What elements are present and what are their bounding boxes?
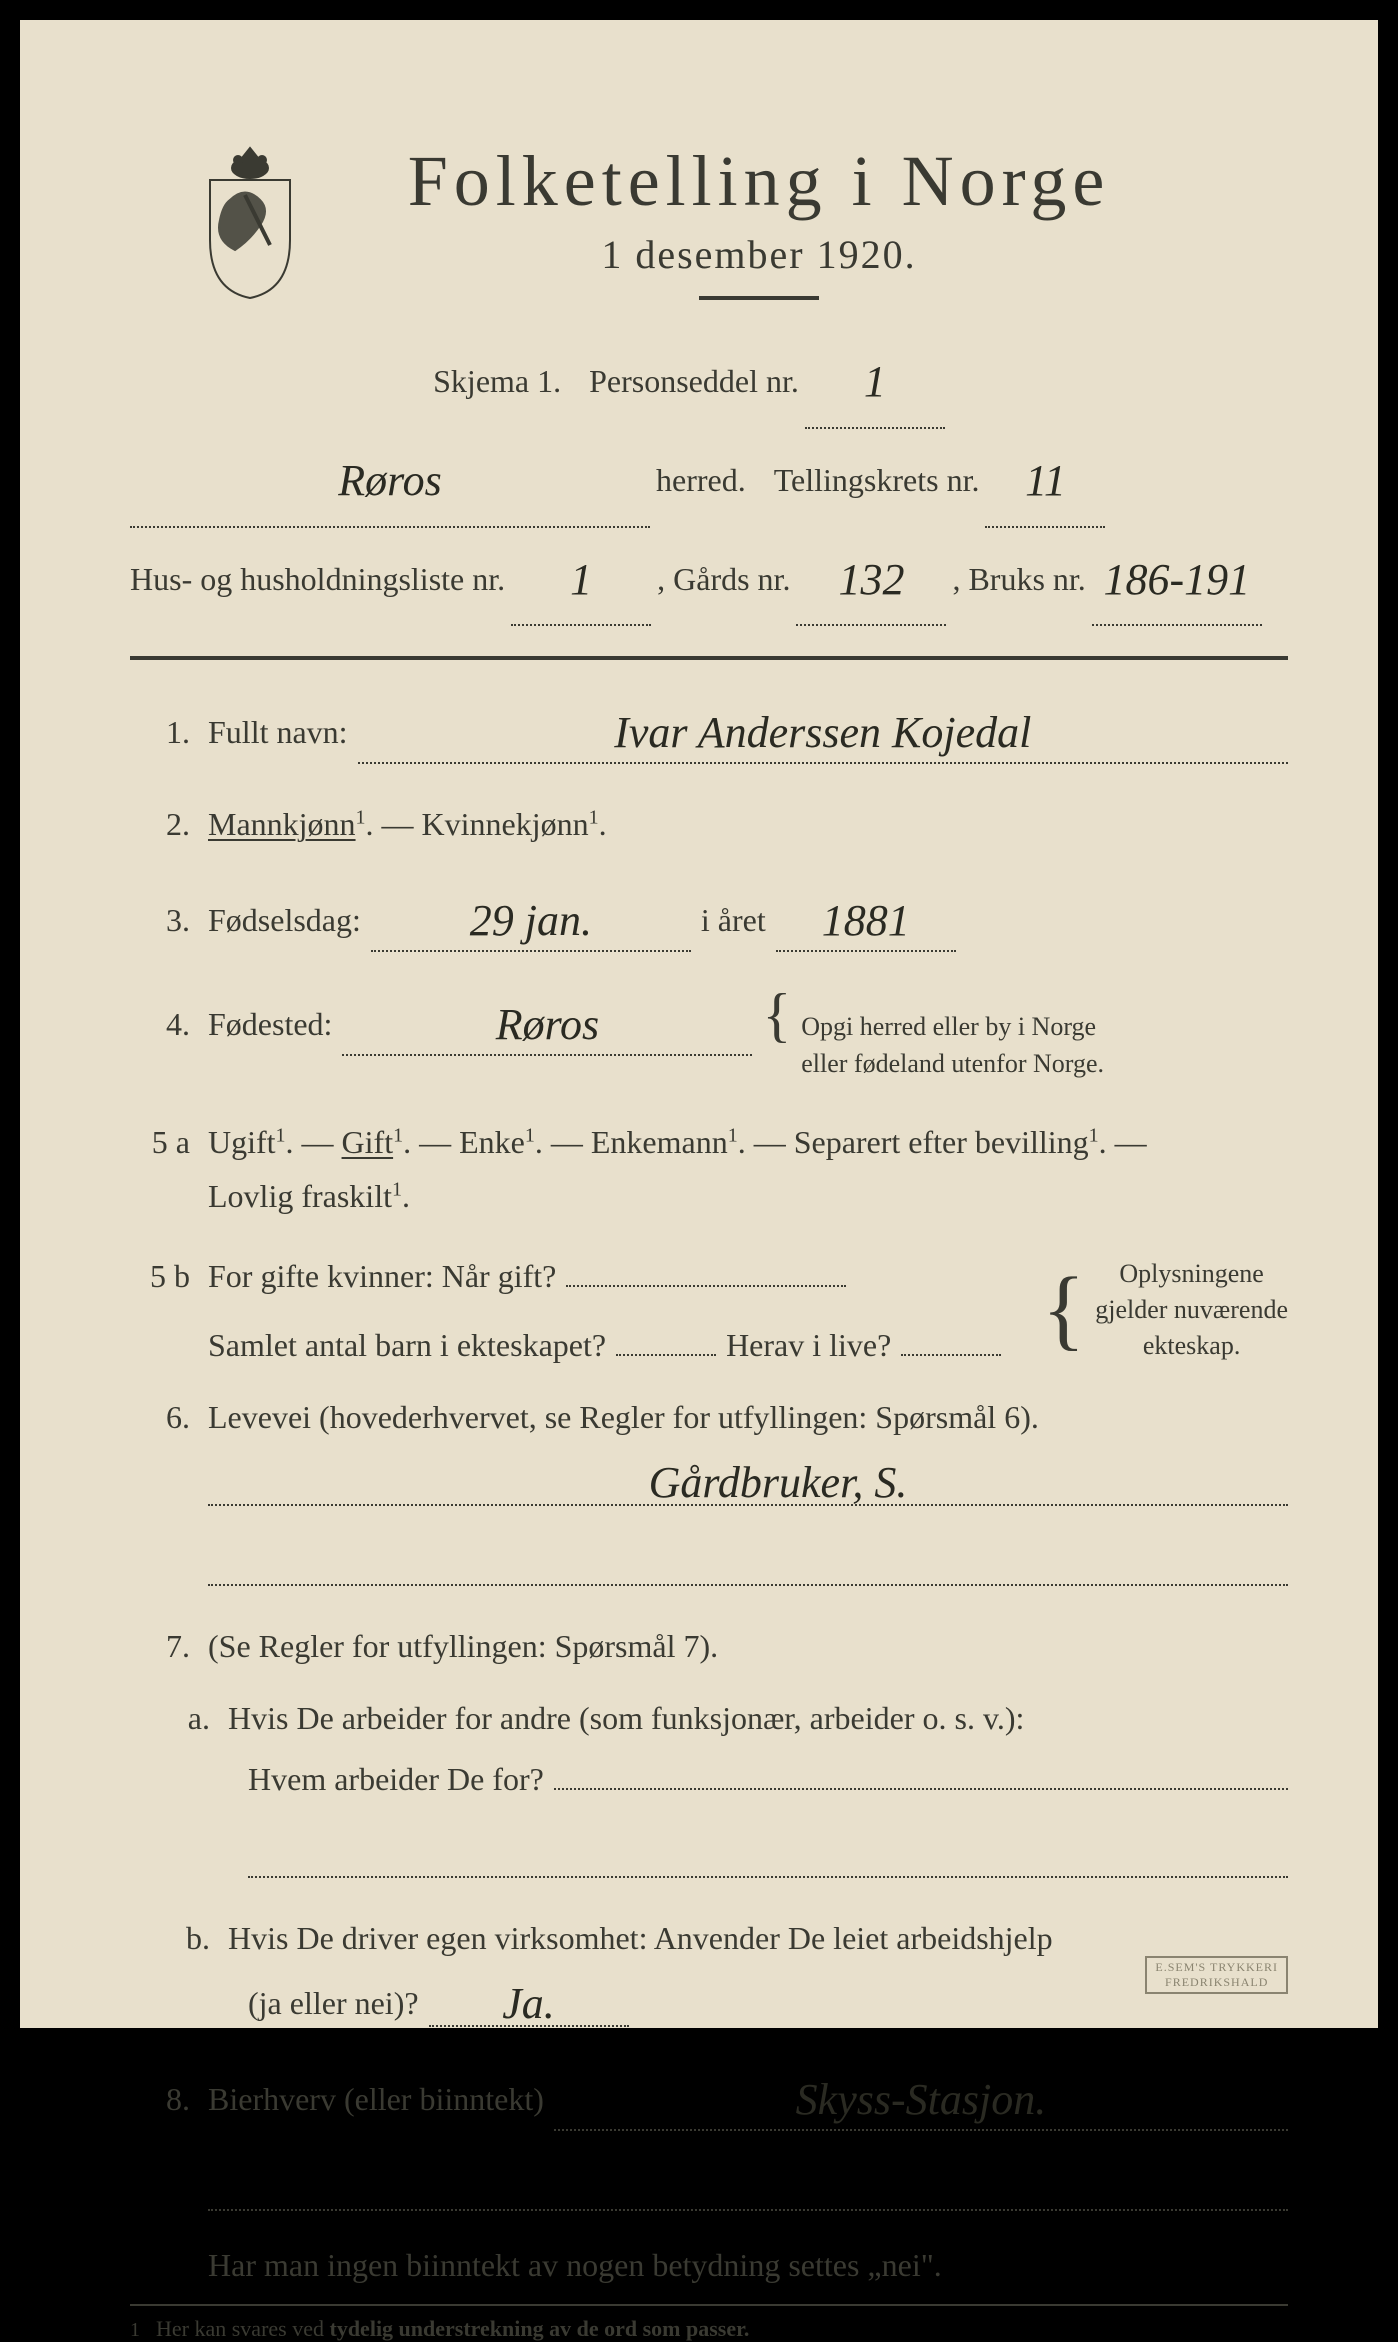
- bruks-label: , Bruks nr.: [952, 544, 1085, 614]
- q5a-separert: Separert efter bevilling: [794, 1124, 1089, 1160]
- q3-year-label: i året: [701, 896, 766, 944]
- herred-value: Røros: [338, 456, 442, 505]
- tellingskrets-nr: 11: [1025, 456, 1066, 505]
- meta-block: Skjema 1. Personseddel nr. 1 Røros herre…: [130, 330, 1288, 626]
- main-title: Folketelling i Norge: [350, 140, 1168, 223]
- q2-row: 2. Mannkjønn1. — Kvinnekjønn1.: [130, 800, 1288, 848]
- q7a-l1: Hvis De arbeider for andre (som funksjon…: [228, 1700, 1024, 1736]
- q5a-enkemann: Enkemann: [591, 1124, 728, 1160]
- q8-value: Skyss-Stasjon.: [796, 2075, 1047, 2124]
- q5b-note: Oplysningene gjelder nuværende ekteskap.: [1095, 1256, 1288, 1365]
- bruks-nr: 186-191: [1103, 555, 1250, 604]
- q5a-row: 5 a Ugift1. — Gift1. — Enke1. — Enkemann…: [130, 1118, 1288, 1166]
- header: Folketelling i Norge 1 desember 1920.: [130, 140, 1288, 300]
- q4-note: Opgi herred eller by i Norge eller fødel…: [801, 1009, 1104, 1082]
- q5b-l2b: Herav i live?: [726, 1321, 891, 1369]
- personseddel-nr: 1: [864, 357, 886, 406]
- husliste-nr: 1: [570, 555, 592, 604]
- title-rule: [699, 296, 819, 300]
- q7b-l2: (ja eller nei)?: [248, 1985, 419, 2022]
- q7-label: (Se Regler for utfyllingen: Spørsmål 7).: [208, 1628, 718, 1664]
- footnote-rule: [130, 2304, 1288, 2306]
- q1-label: Fullt navn:: [208, 708, 348, 756]
- q7b-l1: Hvis De driver egen virksomhet: Anvender…: [228, 1920, 1053, 1956]
- q5a-enke: Enke: [459, 1124, 525, 1160]
- q3-row: 3. Fødselsdag: 29 jan. i året 1881: [130, 884, 1288, 952]
- q7a-line2: Hvem arbeider De for?: [248, 1754, 1288, 1798]
- q8-blank: [208, 2167, 1288, 2211]
- q6-blank-line: [208, 1542, 1288, 1586]
- q6-label: Levevei (hovederhvervet, se Regler for u…: [208, 1399, 1039, 1435]
- q8-label: Bierhverv (eller biinntekt): [208, 2075, 544, 2123]
- q1-row: 1. Fullt navn: Ivar Anderssen Kojedal: [130, 696, 1288, 764]
- q5b-row: 5 b For gifte kvinner: Når gift? Samlet …: [130, 1251, 1288, 1369]
- q5b-l1: For gifte kvinner: Når gift?: [208, 1252, 556, 1300]
- q7a-num: a.: [150, 1694, 210, 1742]
- census-form-page: Folketelling i Norge 1 desember 1920. Sk…: [20, 20, 1378, 2028]
- footnote: 1 Her kan svares ved tydelig understrekn…: [130, 2316, 1288, 2342]
- q7b-value: Ja.: [502, 1979, 555, 2028]
- q4-num: 4.: [130, 1000, 190, 1048]
- q3-label: Fødselsdag:: [208, 896, 361, 944]
- tellingskrets-label: Tellingskrets nr.: [774, 445, 980, 515]
- subtitle-date: 1 desember 1920.: [350, 231, 1168, 278]
- q7-row: 7. (Se Regler for utfyllingen: Spørsmål …: [130, 1622, 1288, 1670]
- q7a-blank: [248, 1834, 1288, 1878]
- q2-mann: Mannkjønn: [208, 806, 356, 842]
- herred-label: herred.: [656, 445, 746, 515]
- q1-num: 1.: [130, 708, 190, 756]
- husliste-label: Hus- og husholdningsliste nr.: [130, 544, 505, 614]
- q2-num: 2.: [130, 800, 190, 848]
- q4-row: 4. Fødested: Røros { Opgi herred eller b…: [130, 988, 1288, 1082]
- divider-rule: [130, 656, 1288, 660]
- q3-num: 3.: [130, 896, 190, 944]
- q7-num: 7.: [130, 1622, 190, 1670]
- personseddel-label: Personseddel nr.: [589, 346, 799, 416]
- q4-value: Røros: [496, 1000, 600, 1049]
- q5b-l2a: Samlet antal barn i ekteskapet?: [208, 1321, 606, 1369]
- q8-num: 8.: [130, 2075, 190, 2123]
- q1-value: Ivar Anderssen Kojedal: [614, 708, 1031, 757]
- q7b-line2: (ja eller nei)? Ja.: [248, 1974, 1288, 2027]
- q7b-num: b.: [150, 1914, 210, 1962]
- q3-day: 29 jan.: [470, 896, 592, 945]
- q2-kvinne: Kvinnekjønn: [422, 806, 589, 842]
- q5b-num: 5 b: [130, 1252, 190, 1300]
- q5a-gift: Gift: [342, 1124, 394, 1160]
- q5a-num: 5 a: [130, 1118, 190, 1166]
- q7b-row: b. Hvis De driver egen virksomhet: Anven…: [150, 1914, 1288, 1962]
- skjema-label: Skjema 1.: [433, 346, 561, 416]
- footnote-text-b: tydelig understrekning av de ord som pas…: [330, 2316, 750, 2341]
- footer-note: Har man ingen biinntekt av nogen betydni…: [208, 2247, 1288, 2284]
- q4-label: Fødested:: [208, 1000, 332, 1048]
- q5a-ugift: Ugift: [208, 1124, 276, 1160]
- q7a-l2: Hvem arbeider De for?: [248, 1761, 544, 1798]
- gards-label: , Gårds nr.: [657, 544, 790, 614]
- q3-year: 1881: [822, 896, 910, 945]
- printer-stamp: E.SEM'S TRYKKERI FREDRIKSHALD: [1145, 1956, 1288, 1994]
- q6-row: 6. Levevei (hovederhvervet, se Regler fo…: [130, 1393, 1288, 1441]
- gards-nr: 132: [838, 555, 904, 604]
- q8-row: 8. Bierhverv (eller biinntekt) Skyss-Sta…: [130, 2063, 1288, 2131]
- q6-value-line: Gårdbruker, S.: [208, 1453, 1288, 1506]
- footnote-num: 1: [130, 2319, 140, 2342]
- coat-of-arms-icon: [190, 140, 310, 300]
- title-block: Folketelling i Norge 1 desember 1920.: [350, 140, 1288, 300]
- questions: 1. Fullt navn: Ivar Anderssen Kojedal 2.…: [130, 696, 1288, 2342]
- q6-value: Gårdbruker, S.: [589, 1458, 908, 1507]
- q5a-line2: Lovlig fraskilt1.: [208, 1178, 1288, 1215]
- q6-num: 6.: [130, 1393, 190, 1441]
- footnote-text-a: Her kan svares ved: [156, 2316, 330, 2341]
- q7a-row: a. Hvis De arbeider for andre (som funks…: [150, 1694, 1288, 1742]
